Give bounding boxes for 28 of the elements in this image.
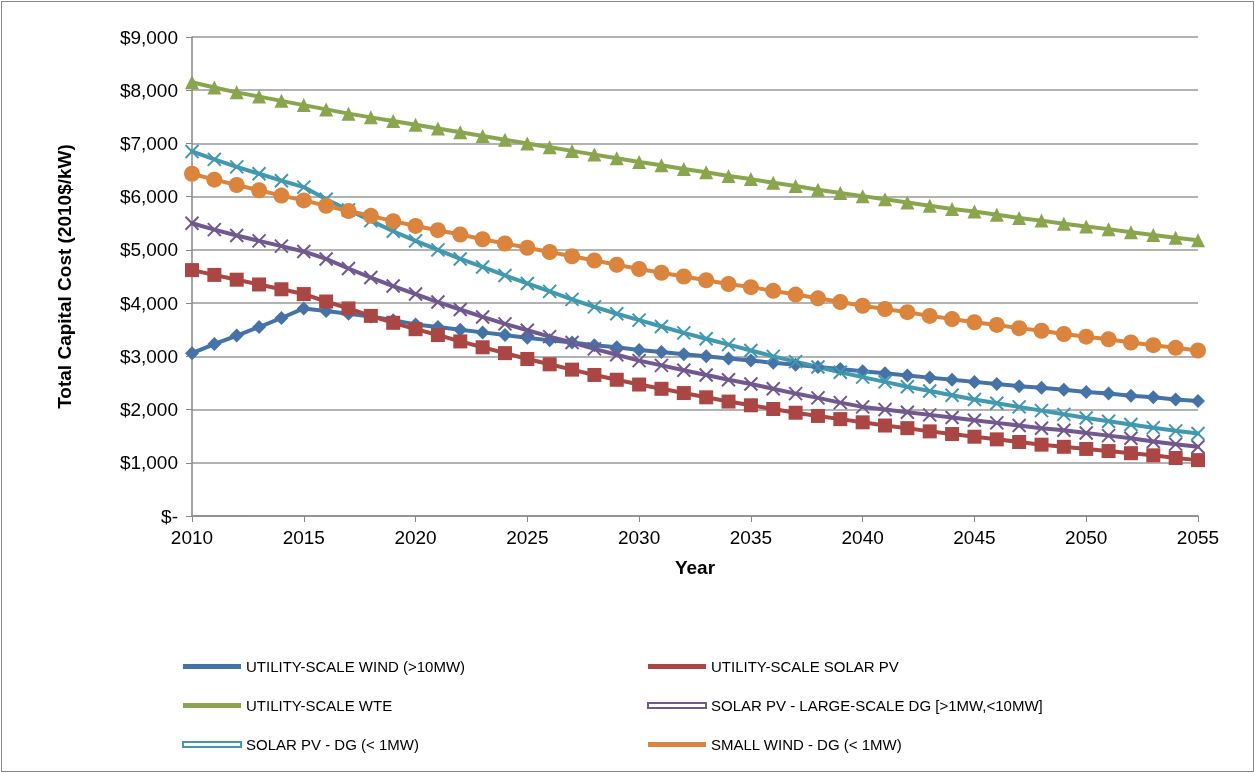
- legend-label: UTILITY-SCALE SOLAR PV: [711, 658, 899, 675]
- y-tick-label: $7,000: [119, 132, 178, 154]
- y-tick-label: $1,000: [119, 452, 178, 474]
- y-tick-label: $4,000: [119, 292, 178, 314]
- x-tick-label: 2050: [1065, 527, 1108, 548]
- x-tick-label: 2040: [841, 527, 884, 548]
- x-tick-label: 2025: [506, 527, 549, 548]
- legend-label: SMALL WIND - DG (< 1MW): [711, 736, 902, 753]
- x-tick-label: 2055: [1176, 527, 1220, 548]
- y-axis-title: Total Capital Cost (2010$/kW): [54, 144, 75, 409]
- x-tick-label: 2010: [170, 527, 214, 548]
- legend-label: UTILITY-SCALE WTE: [246, 697, 393, 714]
- x-tick-label: 2015: [282, 527, 325, 548]
- y-tick-label: $5,000: [119, 239, 178, 261]
- y-tick-label: $2,000: [119, 399, 178, 421]
- legend-label: UTILITY-SCALE WIND (>10MW): [246, 658, 466, 675]
- y-tick-label: $3,000: [119, 345, 178, 367]
- legend-label: SOLAR PV - DG (< 1MW): [246, 736, 419, 753]
- legend-label: SOLAR PV - LARGE-SCALE DG [>1MW,<10MW]: [711, 697, 1043, 714]
- x-tick-label: 2045: [953, 527, 996, 548]
- y-tick-label: $6,000: [119, 186, 178, 208]
- y-tick-label: $-: [161, 505, 178, 527]
- x-tick-label: 2030: [617, 527, 661, 548]
- x-axis-title: Year: [674, 557, 716, 578]
- y-tick-label: $8,000: [119, 79, 178, 101]
- x-tick-label: 2035: [729, 527, 773, 548]
- x-tick-label: 2020: [394, 527, 437, 548]
- y-tick-label: $9,000: [119, 26, 178, 48]
